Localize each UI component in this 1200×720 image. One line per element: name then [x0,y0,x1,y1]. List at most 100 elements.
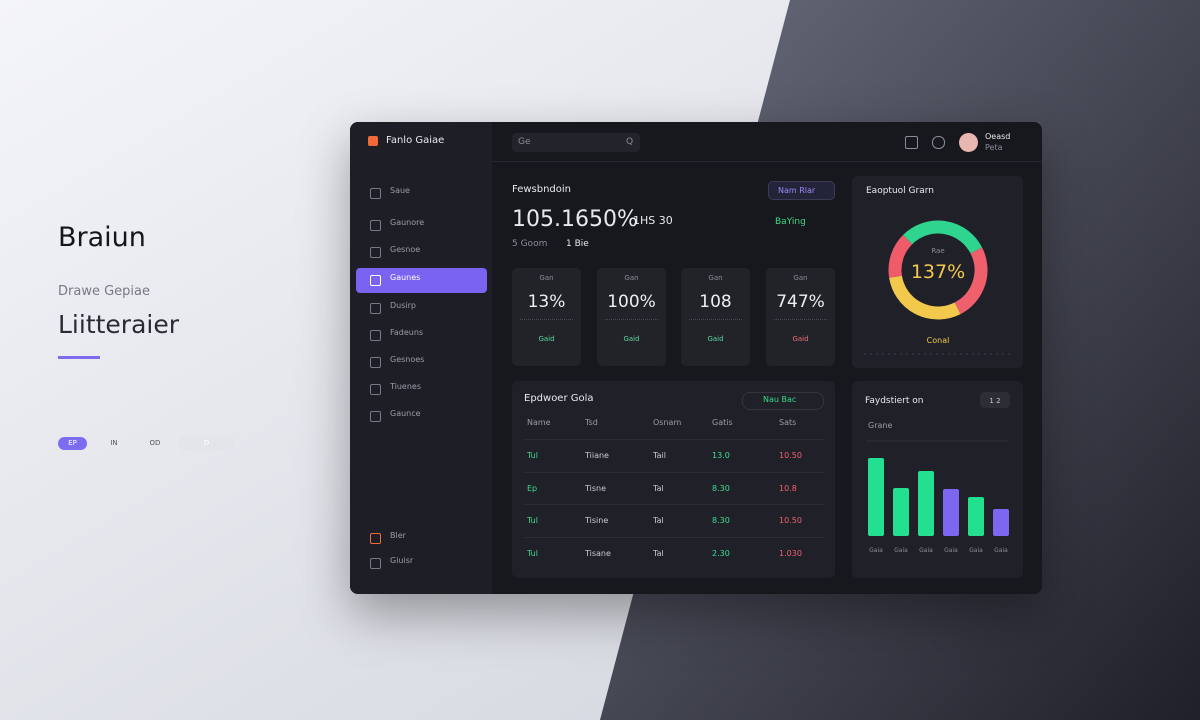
bar [943,489,959,536]
nav-item[interactable]: Tiuenes [390,382,422,391]
nav-item[interactable]: Gesnoe [390,245,421,254]
table-header: Tsd [585,418,598,427]
icon-button[interactable] [905,136,918,149]
table-cell: Tiiane [585,451,609,460]
nav-item[interactable]: Gesnoes [390,355,425,364]
stat-tag: Gaid [792,335,809,343]
table-cell: Tisane [585,549,611,558]
x-tick-label: Gaia [994,547,1008,554]
hero-heading: Liitteraier [58,310,180,339]
table-cell: 10.50 [779,516,802,525]
nav-icon [370,330,381,341]
donut-segment [903,220,983,254]
stat-rule [605,319,658,321]
summary-meta: 5 Goom [512,239,548,249]
stat-card [597,268,666,366]
table-cell: 10.8 [779,484,797,493]
table-cell: Tal [653,484,664,493]
pill[interactable]: OD [149,439,161,447]
nav-icon [370,188,381,199]
chart-badge [980,392,1010,408]
table-cell: 2.30 [712,549,730,558]
x-tick-label: Gaia [969,547,983,554]
stat-tag: Gaid [623,335,640,343]
table-action-box[interactable] [742,392,824,410]
table-cell: 10.50 [779,451,802,460]
chart-title: Faydstiert on [865,396,923,406]
table-cell: Ep [527,484,538,493]
nav-active[interactable] [356,268,487,293]
stat-label: Gan [624,274,639,282]
stat-card [766,268,835,366]
donut-center: 137% [911,261,965,283]
nav-icon [370,220,381,231]
x-tick-label: Gaia [919,547,933,554]
nav-item[interactable]: Giuisr [390,556,414,565]
nav-icon [370,247,381,258]
nav-icon [370,558,381,569]
pill[interactable]: IN [110,439,118,447]
row-divider [524,504,824,505]
row-divider [524,439,824,440]
search-text: Ge [518,137,531,147]
chart-subtitle: Grane [868,421,892,430]
icon-button[interactable] [932,136,945,149]
stat-label: Gan [708,274,723,282]
table-cell: Tail [653,451,666,460]
table-cell: Tisne [585,484,607,493]
nav-item[interactable]: Gaunore [390,218,425,227]
brand: Fanlo Gaiae [386,135,445,146]
bar [918,471,934,536]
accent-line [58,356,100,359]
nav-item[interactable]: Fadeuns [390,328,424,337]
summary-label: Fewsbndoin [512,184,572,195]
bar [893,488,909,536]
table-header: Name [527,418,551,427]
bar [968,497,984,536]
table-title: Epdwoer Gola [524,393,594,404]
table-cell: 13.0 [712,451,730,460]
x-tick-label: Gaia [869,547,883,554]
pill[interactable]: EP [58,437,87,450]
bar [993,509,1009,536]
avatar[interactable] [959,133,978,152]
search-box[interactable] [512,133,640,152]
donut-segment [889,275,961,320]
nav-icon [370,411,381,422]
hero-title: Braiun [58,222,146,253]
pill[interactable]: D [178,437,235,450]
user-name: Oeasd [985,132,1011,141]
brand-logo [368,136,378,146]
nav-item[interactable]: Bler [390,531,406,540]
x-tick-label: Gaia [894,547,908,554]
table-cell: Tul [527,549,538,558]
table-cell: 8.30 [712,484,730,493]
chart-title: Eaoptuol Grarn [866,186,934,196]
stat-card [681,268,750,366]
nav-item[interactable]: Gaunes [390,273,421,282]
badge: Nam Rlar [778,186,816,195]
summary-meta: 1 Bie [566,239,589,249]
stat-rule [520,319,573,321]
nav-item[interactable]: Saue [390,186,410,195]
search-hint: Q [626,137,634,147]
nav-item[interactable]: Dusirp [390,301,416,310]
table-cell: 1.030 [779,549,802,558]
row-divider [524,472,824,473]
divider [492,161,1042,162]
stat-card [512,268,581,366]
x-tick-label: Gaia [944,547,958,554]
chart-badge-text: 1 2 [989,397,1000,405]
badge-box[interactable] [768,181,835,200]
table-card [512,381,835,578]
donut-card [852,176,1023,368]
nav-item[interactable]: Gaunce [390,409,421,418]
stat-value: 100% [607,292,656,312]
table-action: Nau Bac [763,395,797,404]
table-cell: Tul [527,516,538,525]
stat-rule [774,319,827,321]
stat-tag: Gaid [538,335,555,343]
table-cell: Tul [527,451,538,460]
